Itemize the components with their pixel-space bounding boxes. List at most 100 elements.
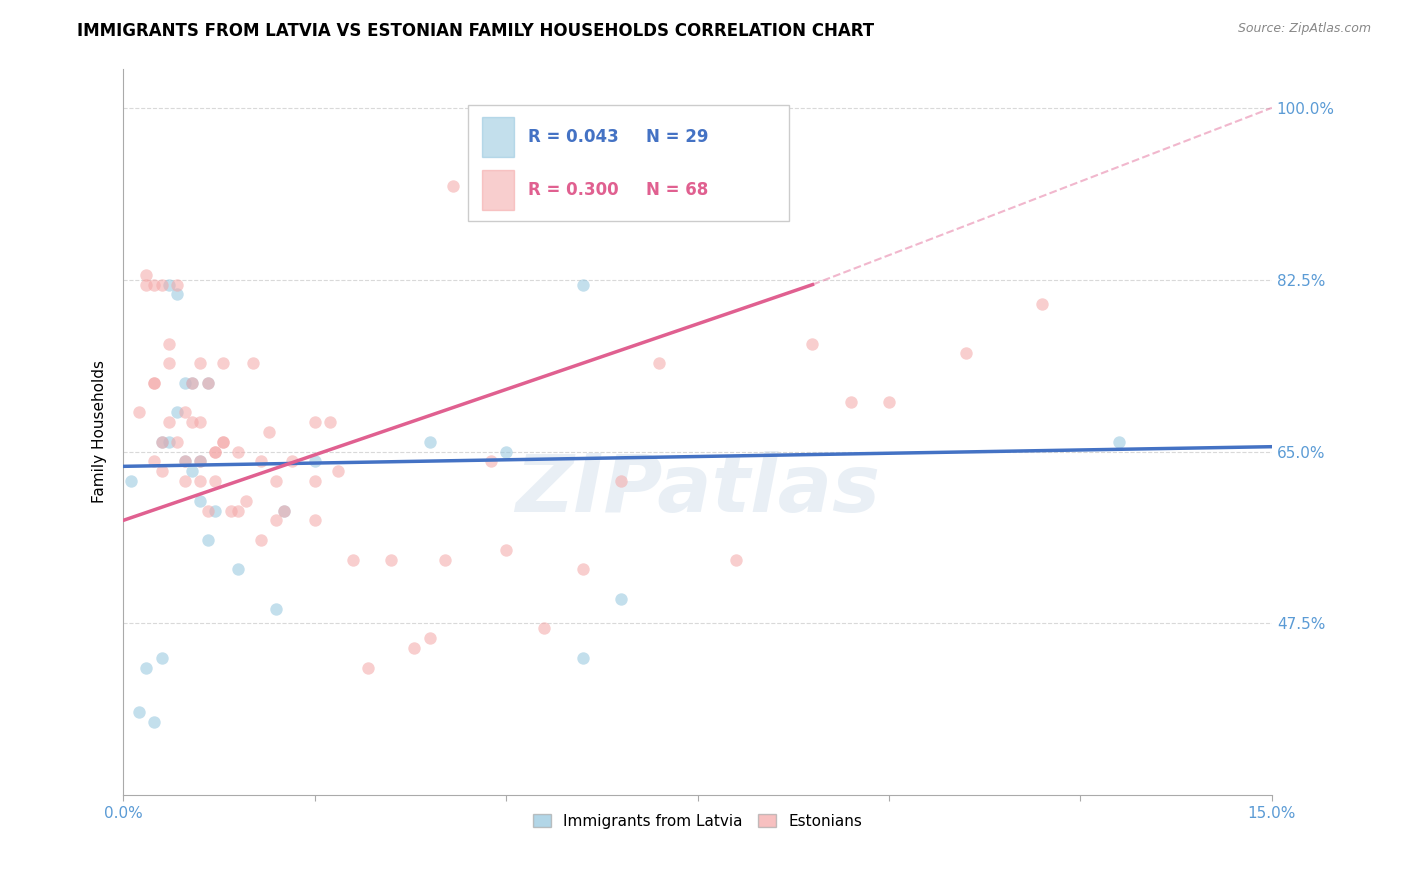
- Point: [479, 454, 502, 468]
- Point: [204, 444, 226, 458]
- Point: [197, 503, 219, 517]
- Point: [181, 376, 204, 390]
- Point: [226, 444, 249, 458]
- Point: [877, 395, 900, 409]
- Point: [281, 454, 304, 468]
- Point: [357, 661, 380, 675]
- Point: [204, 444, 226, 458]
- Point: [173, 405, 195, 419]
- Point: [135, 277, 157, 292]
- Point: [128, 705, 150, 719]
- Point: [495, 444, 517, 458]
- Point: [157, 434, 180, 449]
- Point: [1108, 434, 1130, 449]
- Point: [304, 513, 326, 527]
- Point: [571, 562, 593, 576]
- Point: [610, 591, 633, 606]
- Point: [219, 503, 242, 517]
- Point: [250, 533, 273, 547]
- Point: [250, 454, 273, 468]
- Point: [419, 434, 441, 449]
- Point: [326, 464, 349, 478]
- Point: [188, 356, 211, 370]
- Point: [181, 464, 204, 478]
- Point: [257, 425, 280, 439]
- Point: [188, 454, 211, 468]
- Point: [181, 376, 204, 390]
- Point: [135, 661, 157, 675]
- Point: [211, 356, 233, 370]
- Point: [150, 464, 173, 478]
- Point: [166, 434, 188, 449]
- Point: [266, 513, 288, 527]
- Point: [610, 474, 633, 488]
- Point: [204, 474, 226, 488]
- Point: [495, 542, 517, 557]
- Point: [188, 415, 211, 429]
- Point: [142, 277, 165, 292]
- Text: N = 29: N = 29: [645, 128, 709, 146]
- Point: [181, 415, 204, 429]
- Point: [211, 434, 233, 449]
- Point: [173, 454, 195, 468]
- Point: [120, 474, 142, 488]
- Point: [150, 651, 173, 665]
- Point: [142, 376, 165, 390]
- Bar: [482, 169, 513, 210]
- Point: [188, 454, 211, 468]
- Point: [197, 376, 219, 390]
- Point: [197, 376, 219, 390]
- Point: [724, 552, 747, 566]
- Legend: Immigrants from Latvia, Estonians: Immigrants from Latvia, Estonians: [527, 808, 869, 835]
- Point: [135, 268, 157, 282]
- Point: [571, 277, 593, 292]
- Point: [441, 179, 464, 194]
- Y-axis label: Family Households: Family Households: [93, 360, 107, 503]
- Point: [273, 503, 295, 517]
- Point: [533, 621, 555, 635]
- Point: [380, 552, 402, 566]
- Point: [157, 356, 180, 370]
- Text: Source: ZipAtlas.com: Source: ZipAtlas.com: [1237, 22, 1371, 36]
- Text: IMMIGRANTS FROM LATVIA VS ESTONIAN FAMILY HOUSEHOLDS CORRELATION CHART: IMMIGRANTS FROM LATVIA VS ESTONIAN FAMIL…: [77, 22, 875, 40]
- Point: [166, 405, 188, 419]
- Point: [188, 474, 211, 488]
- Point: [304, 474, 326, 488]
- Point: [242, 356, 264, 370]
- Point: [571, 651, 593, 665]
- Point: [150, 434, 173, 449]
- Text: N = 68: N = 68: [645, 180, 709, 199]
- Point: [142, 714, 165, 729]
- Point: [226, 503, 249, 517]
- Point: [128, 405, 150, 419]
- Point: [801, 336, 824, 351]
- Text: R = 0.043: R = 0.043: [527, 128, 619, 146]
- Point: [142, 454, 165, 468]
- Point: [342, 552, 364, 566]
- Point: [266, 601, 288, 615]
- Point: [204, 503, 226, 517]
- Point: [304, 454, 326, 468]
- Point: [150, 434, 173, 449]
- Point: [319, 415, 342, 429]
- Point: [150, 277, 173, 292]
- Point: [648, 356, 671, 370]
- Point: [226, 562, 249, 576]
- Point: [157, 415, 180, 429]
- Point: [173, 454, 195, 468]
- Point: [419, 632, 441, 646]
- Point: [211, 434, 233, 449]
- Point: [273, 503, 295, 517]
- Point: [1031, 297, 1053, 311]
- Point: [433, 552, 456, 566]
- Point: [173, 376, 195, 390]
- Point: [173, 474, 195, 488]
- Point: [157, 336, 180, 351]
- Point: [266, 474, 288, 488]
- Point: [197, 533, 219, 547]
- Point: [304, 415, 326, 429]
- Point: [404, 641, 426, 656]
- Text: R = 0.300: R = 0.300: [527, 180, 619, 199]
- Point: [166, 287, 188, 301]
- FancyBboxPatch shape: [468, 105, 790, 221]
